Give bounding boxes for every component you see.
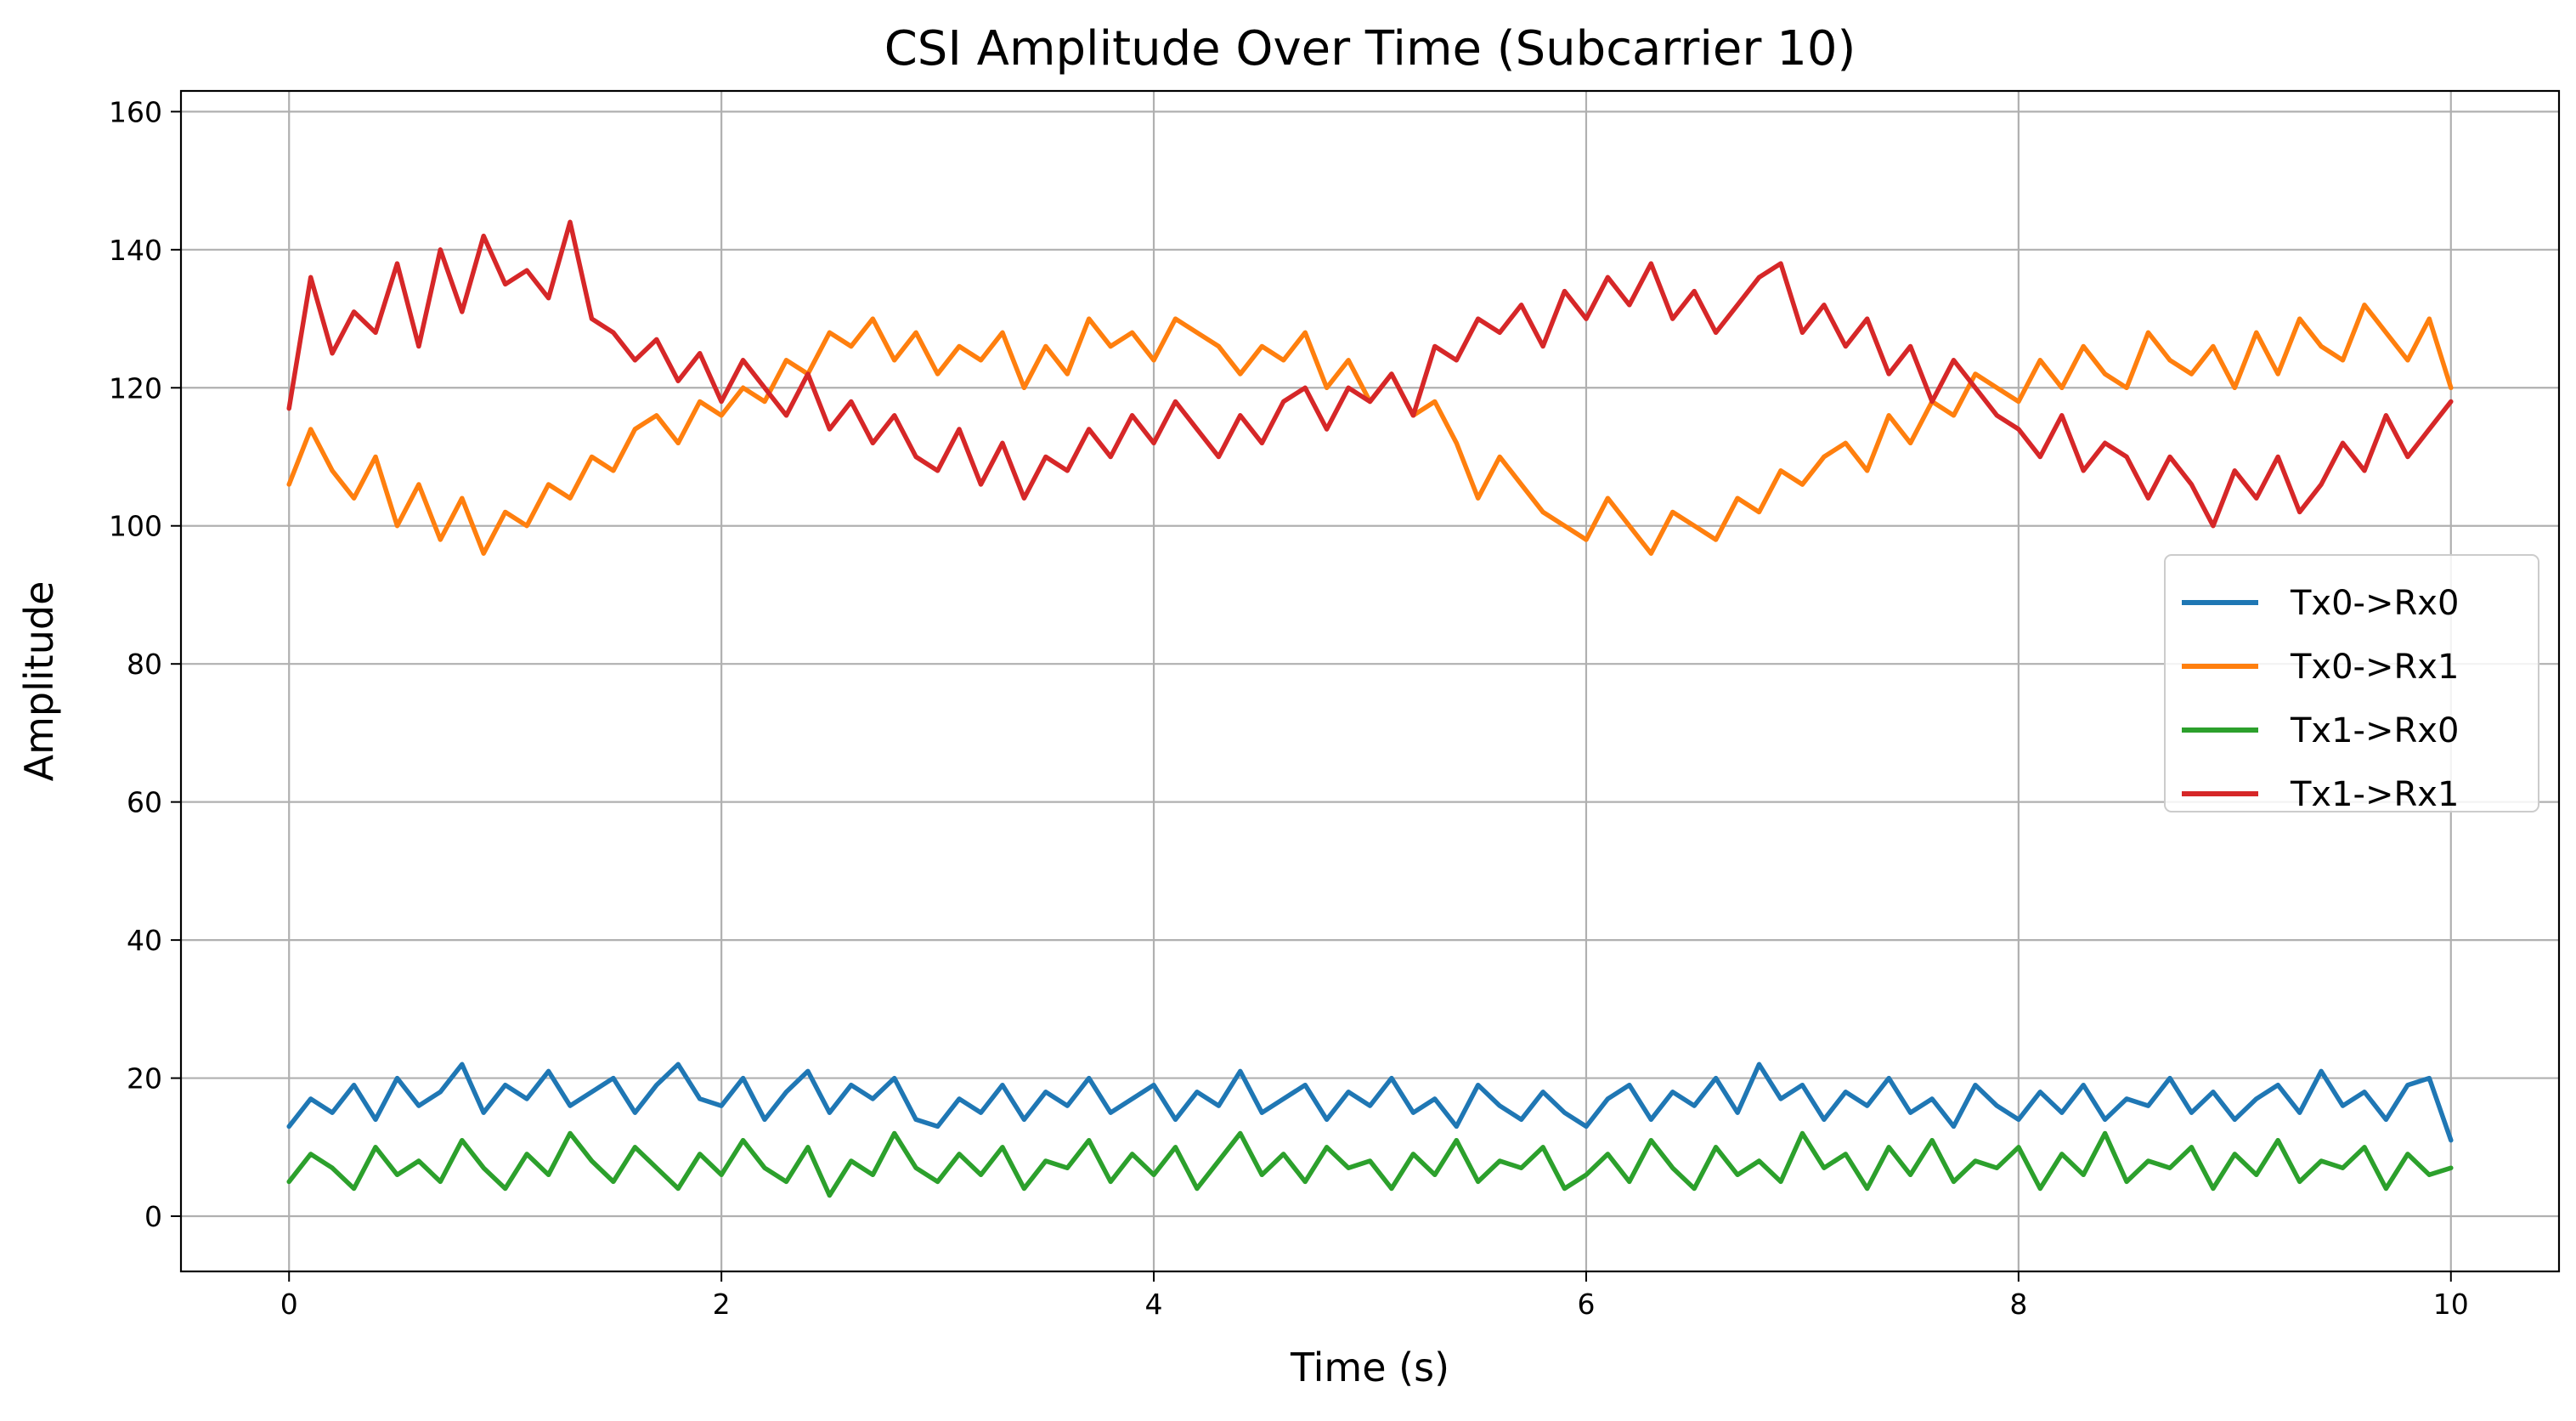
y-tick-label: 80 bbox=[127, 648, 162, 681]
y-tick-label: 20 bbox=[127, 1062, 162, 1095]
x-tick-label: 6 bbox=[1577, 1288, 1595, 1321]
legend-label: Tx0->Rx0 bbox=[2290, 584, 2459, 623]
x-tick-label: 0 bbox=[280, 1288, 298, 1321]
y-tick-label: 120 bbox=[109, 371, 162, 405]
x-tick-label: 10 bbox=[2433, 1288, 2469, 1321]
grid bbox=[181, 91, 2559, 1271]
y-tick-label: 40 bbox=[127, 924, 162, 957]
plot-frame bbox=[179, 89, 2561, 1273]
legend-box bbox=[2164, 554, 2539, 812]
y-axis-label: Amplitude bbox=[16, 581, 62, 782]
y-tick-label: 0 bbox=[144, 1200, 162, 1233]
y-tick-label: 100 bbox=[109, 510, 162, 543]
chart-title: CSI Amplitude Over Time (Subcarrier 10) bbox=[884, 21, 1856, 76]
x-axis-label: Time (s) bbox=[1290, 1345, 1449, 1390]
series-line-tx1-rx0 bbox=[286, 1130, 2454, 1198]
x-tick-label: 4 bbox=[1145, 1288, 1163, 1321]
y-tick-label: 140 bbox=[109, 234, 162, 267]
y-tick-label: 160 bbox=[109, 95, 162, 128]
plot-area bbox=[181, 91, 2559, 1271]
x-tick-label: 8 bbox=[2009, 1288, 2027, 1321]
series-lines bbox=[286, 219, 2454, 1198]
y-tick-label: 60 bbox=[127, 786, 162, 819]
series-line-tx0-rx0 bbox=[286, 1062, 2454, 1143]
legend-label: Tx1->Rx1 bbox=[2290, 775, 2459, 814]
legend-label: Tx1->Rx0 bbox=[2290, 711, 2459, 750]
legend-label: Tx0->Rx1 bbox=[2290, 648, 2459, 687]
legend: Tx0->Rx0 Tx0->Rx1 Tx1->Rx0 Tx1->Rx1 bbox=[2164, 554, 2539, 814]
x-tick-label: 2 bbox=[713, 1288, 731, 1321]
series-line-tx1-rx1 bbox=[286, 219, 2454, 529]
